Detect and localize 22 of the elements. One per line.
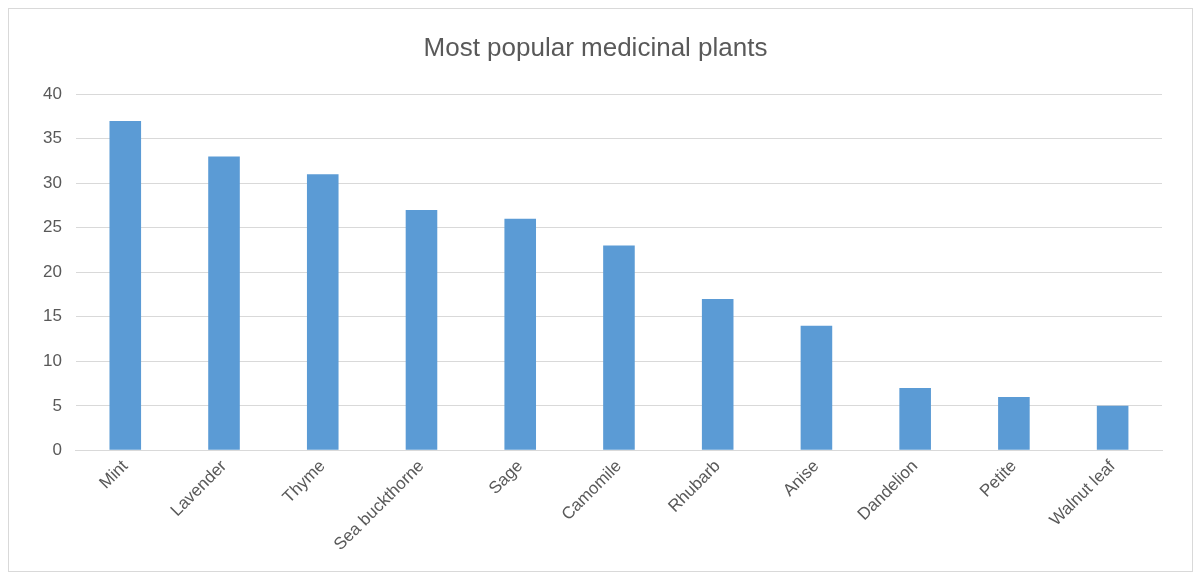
bar (109, 120, 142, 450)
y-tick-label: 35 (42, 128, 62, 148)
bar (405, 209, 438, 450)
x-tick-label: Mint (95, 456, 132, 493)
y-tick-label: 10 (42, 351, 62, 371)
bar (603, 245, 635, 450)
y-tick-label: 25 (42, 217, 62, 237)
chart-title: Most popular medicinal plants (423, 31, 768, 62)
bar (208, 156, 240, 450)
y-tick-label: 15 (42, 306, 62, 326)
bar (899, 388, 931, 450)
y-tick-label: 30 (42, 172, 62, 192)
y-tick-label: 40 (42, 83, 62, 103)
y-tick-label: 0 (52, 440, 62, 460)
bar (800, 325, 833, 450)
bar (998, 396, 1030, 450)
bar (504, 218, 537, 450)
y-tick-label: 20 (42, 261, 62, 281)
y-tick-label: 5 (52, 395, 62, 415)
bar (1096, 405, 1129, 450)
bar (306, 174, 339, 450)
bar (701, 299, 734, 450)
